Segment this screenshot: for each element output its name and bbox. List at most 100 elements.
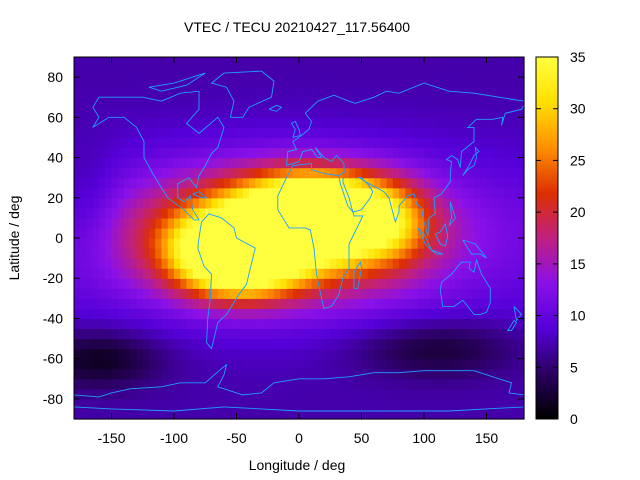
heatmap-cell [249, 107, 256, 118]
heatmap-cell [99, 288, 106, 299]
heatmap-cell [517, 328, 525, 340]
heatmap-cell [449, 328, 456, 340]
heatmap-cell [230, 308, 238, 320]
heatmap-cell [380, 167, 388, 179]
heatmap-cell [224, 248, 231, 259]
heatmap-cell [449, 137, 456, 149]
heatmap-cell [74, 258, 81, 269]
heatmap-cell [324, 217, 331, 229]
heatmap-cell [224, 238, 231, 249]
heatmap-cell [517, 298, 525, 309]
heatmap-cell [361, 157, 369, 169]
heatmap-cell [349, 268, 356, 279]
heatmap-cell [405, 258, 413, 269]
heatmap-cell [161, 338, 169, 350]
heatmap-cell [74, 408, 81, 420]
heatmap-cell [492, 268, 500, 279]
heatmap-cell [411, 207, 419, 219]
heatmap-cell [361, 358, 369, 370]
heatmap-cell [511, 398, 519, 410]
heatmap-cell [380, 278, 388, 289]
heatmap-cell [274, 238, 281, 249]
heatmap-cell [249, 328, 256, 340]
heatmap-cell [380, 67, 388, 78]
heatmap-cell [205, 288, 213, 299]
heatmap-cell [442, 167, 450, 179]
heatmap-cell [274, 408, 281, 420]
heatmap-cell [311, 318, 319, 330]
heatmap-cell [461, 368, 469, 380]
heatmap-cell [186, 57, 194, 68]
heatmap-cell [436, 338, 444, 350]
heatmap-cell [124, 278, 131, 289]
x-tick-label: 100 [412, 430, 436, 446]
heatmap-cell [430, 187, 438, 199]
heatmap-cell [136, 147, 144, 159]
heatmap-cell [105, 137, 113, 149]
heatmap-cell [286, 338, 294, 350]
heatmap-cell [399, 268, 406, 279]
heatmap-cell [74, 388, 81, 400]
heatmap-cell [167, 258, 175, 269]
heatmap-cell [455, 187, 463, 199]
heatmap-cell [486, 258, 494, 269]
heatmap-cell [467, 358, 475, 370]
heatmap-cell [417, 408, 425, 420]
heatmap-cell [511, 97, 519, 108]
heatmap-cell [436, 147, 444, 159]
heatmap-cell [311, 87, 319, 98]
heatmap-cell [411, 187, 419, 199]
heatmap-cell [192, 388, 200, 400]
heatmap-cell [499, 328, 506, 340]
heatmap-cell [386, 127, 394, 139]
heatmap-cell [461, 268, 469, 279]
heatmap-cell [511, 137, 519, 149]
heatmap-cell [180, 388, 188, 400]
heatmap-cell [111, 308, 119, 320]
heatmap-cell [105, 318, 113, 330]
heatmap-cell [286, 227, 294, 239]
heatmap-cell [517, 107, 525, 118]
heatmap-cell [355, 238, 363, 249]
heatmap-cell [411, 368, 419, 380]
heatmap-cell [255, 137, 263, 149]
heatmap-cell [286, 388, 294, 400]
heatmap-cell [99, 378, 106, 390]
heatmap-cell [436, 127, 444, 139]
heatmap-cell [386, 268, 394, 279]
heatmap-cell [405, 217, 413, 229]
heatmap-cell [130, 318, 138, 330]
heatmap-cell [505, 298, 513, 309]
heatmap-cell [511, 127, 519, 139]
heatmap-cell [517, 268, 525, 279]
heatmap-cell [211, 308, 219, 320]
heatmap-cell [117, 328, 125, 340]
heatmap-cell [224, 278, 231, 289]
heatmap-cell [324, 368, 331, 380]
heatmap-cell [261, 117, 269, 128]
heatmap-cell [224, 157, 231, 169]
heatmap-cell [455, 207, 463, 219]
heatmap-cell [386, 288, 394, 299]
heatmap-cell [192, 77, 200, 88]
heatmap-cell [305, 338, 313, 350]
heatmap-cell [336, 197, 344, 209]
heatmap-cell [186, 137, 194, 149]
heatmap-cell [111, 207, 119, 219]
heatmap-cell [411, 258, 419, 269]
heatmap-cell [92, 207, 100, 219]
heatmap-cell [411, 117, 419, 128]
heatmap-cell [242, 137, 250, 149]
heatmap-cell [124, 358, 131, 370]
heatmap-cell [511, 318, 519, 330]
heatmap-cell [417, 328, 425, 340]
heatmap-cell [255, 77, 263, 88]
heatmap-cell [461, 248, 469, 259]
heatmap-cell [311, 368, 319, 380]
heatmap-cell [161, 278, 169, 289]
heatmap-cell [417, 378, 425, 390]
heatmap-cell [511, 338, 519, 350]
heatmap-cell [480, 77, 488, 88]
heatmap-cell [349, 408, 356, 420]
heatmap-cell [180, 167, 188, 179]
